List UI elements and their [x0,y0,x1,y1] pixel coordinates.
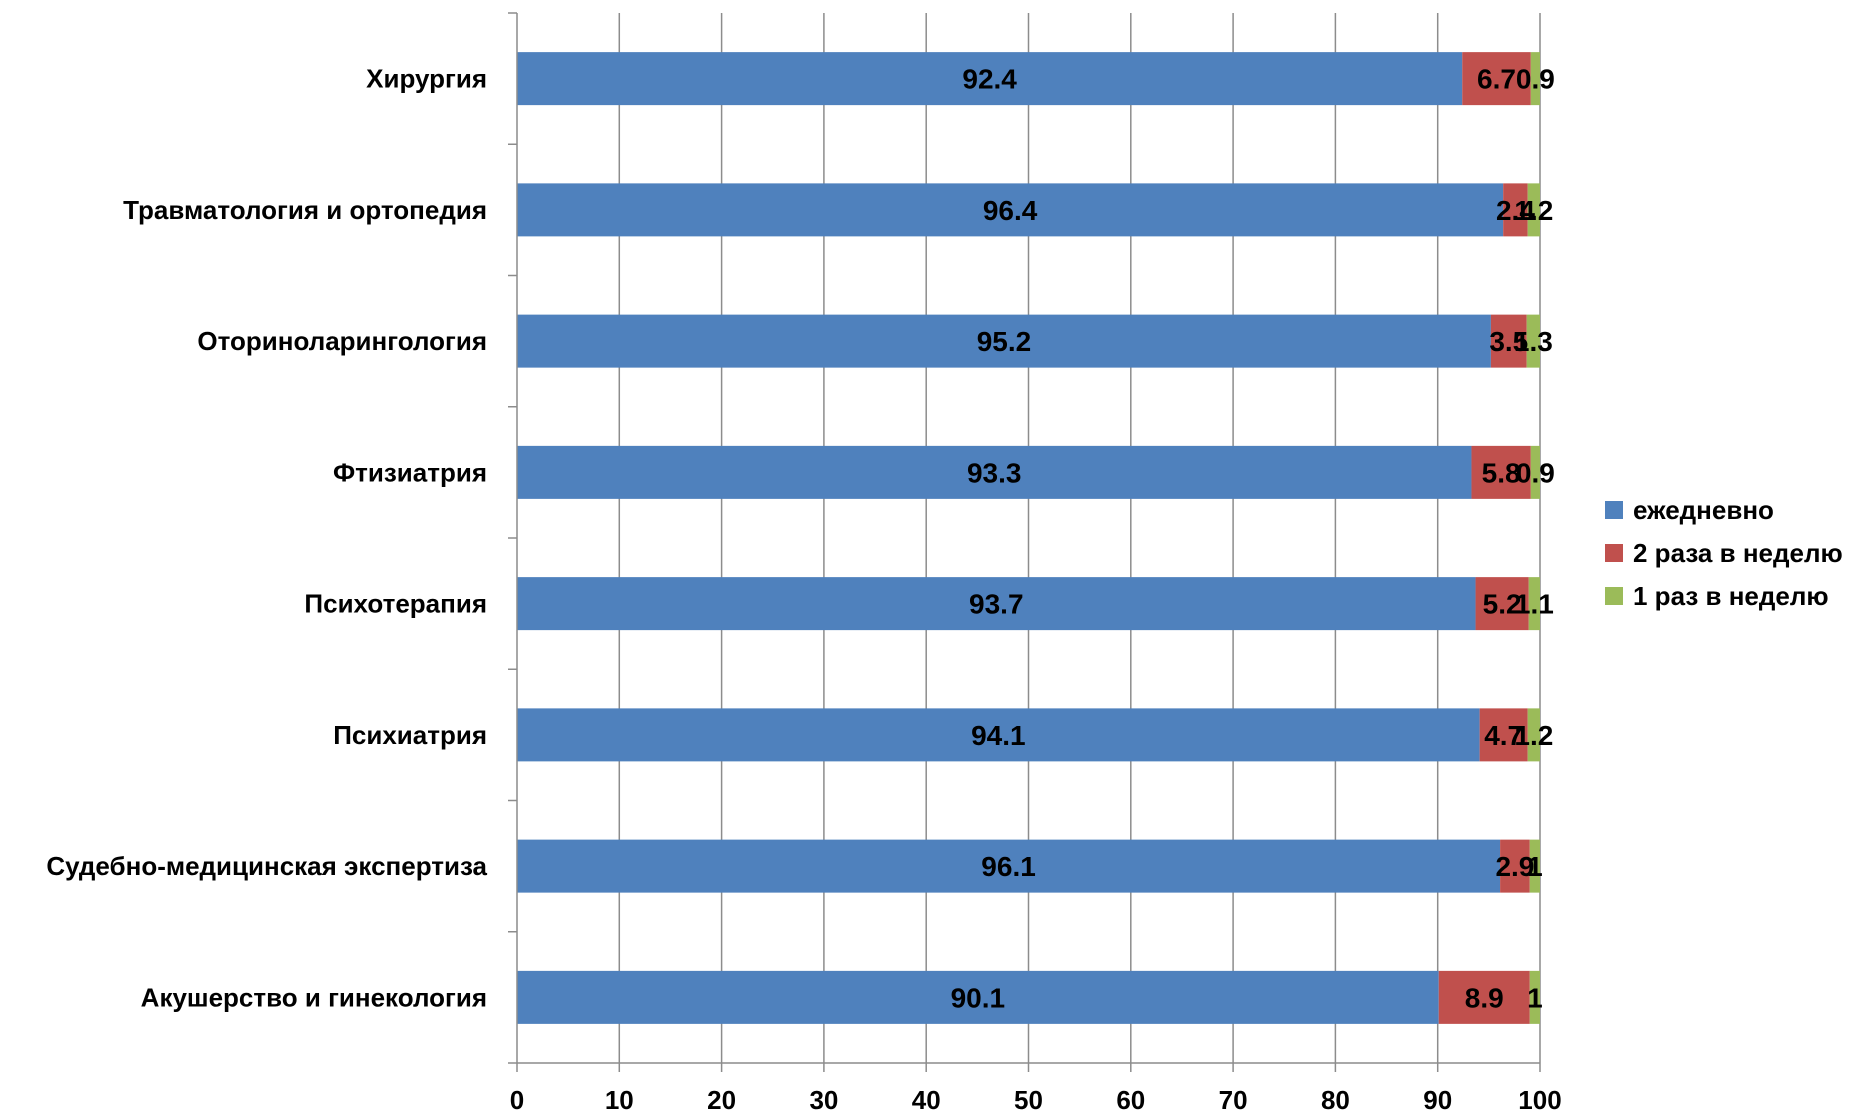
category-label: Травматология и ортопедия [123,195,487,225]
data-label-series-0: 93.7 [969,589,1024,620]
bar-segment-series-1 [1462,52,1531,106]
category-label: Оториноларингология [197,326,487,356]
legend-swatch-series-2 [1605,587,1623,605]
data-label-series-2: 1.3 [1514,326,1553,357]
bar-segment-series-2 [1529,970,1540,1024]
data-label-series-2: 1 [1527,982,1543,1013]
x-tick-label-30: 30 [809,1085,838,1115]
x-tick-label-60: 60 [1116,1085,1145,1115]
category-label: Хирургия [366,64,487,94]
bar-segment-series-2 [1529,839,1540,893]
legend-label-series-1: 2 раза в неделю [1633,538,1843,568]
data-label-series-2: 0.9 [1516,457,1555,488]
data-label-series-1: 2.9 [1495,851,1534,882]
axes: 0 10 20 30 40 50 60 70 80 90 100 [508,12,1562,1115]
bar-segment-series-0 [517,445,1472,499]
data-label-series-0: 92.4 [962,64,1017,95]
legend-label-series-2: 1 раз в неделю [1633,581,1829,611]
category-label: Фтизиатрия [333,457,487,487]
category-label: Психиатрия [333,720,487,750]
data-label-series-2: 1.1 [1515,589,1554,620]
bar-segment-series-0 [517,577,1476,631]
x-tick-label-80: 80 [1321,1085,1350,1115]
x-tick-label-10: 10 [605,1085,634,1115]
data-label-series-1: 6.7 [1477,64,1516,95]
data-label-series-2: 1.2 [1514,195,1553,226]
category-label: Акушерство и гинекология [141,982,487,1012]
bar-segment-series-0 [517,52,1463,106]
data-label-series-1: 8.9 [1465,982,1504,1013]
x-tick-label-40: 40 [912,1085,941,1115]
bar-segment-series-1 [1479,708,1528,762]
bar-segment-series-0 [517,839,1501,893]
bars-group [517,52,1540,1024]
category-label: Психотерапия [304,589,487,619]
legend-swatch-series-0 [1605,501,1623,519]
data-label-series-1: 2.4 [1496,195,1535,226]
bar-segment-series-1 [1471,445,1531,499]
data-label-series-2: 0.9 [1516,64,1555,95]
bar-segment-series-2 [1527,183,1540,237]
data-label-series-1: 3.5 [1489,326,1528,357]
x-tick-label-20: 20 [707,1085,736,1115]
data-label-series-0: 96.1 [981,851,1036,882]
bar-segment-series-2 [1530,52,1540,106]
bar-segment-series-1 [1475,577,1529,631]
bar-segment-series-2 [1527,708,1540,762]
bar-segment-series-2 [1530,445,1540,499]
data-label-series-1: 5.8 [1482,457,1521,488]
category-label: Судебно-медицинская экспертиза [46,851,487,881]
bar-segment-series-0 [517,314,1491,368]
data-label-series-1: 4.7 [1484,720,1523,751]
x-tick-label-90: 90 [1423,1085,1452,1115]
data-label-series-0: 93.3 [967,457,1022,488]
x-tick-label-0: 0 [510,1085,524,1115]
bar-segment-series-2 [1526,314,1540,368]
legend-swatch-series-1 [1605,544,1623,562]
data-label-series-0: 96.4 [983,195,1038,226]
data-label-series-0: 94.1 [971,720,1026,751]
bar-segment-series-0 [517,708,1480,762]
bar-segment-series-1 [1503,183,1528,237]
x-tick-label-50: 50 [1014,1085,1043,1115]
bar-segment-series-0 [517,183,1504,237]
bar-segment-series-1 [1500,839,1530,893]
data-label-series-0: 90.1 [951,982,1006,1013]
data-label-series-0: 95.2 [977,326,1032,357]
bar-segment-series-0 [517,970,1439,1024]
gridlines [618,13,1541,1063]
bar-segment-series-1 [1490,314,1527,368]
data-label-series-1: 5.2 [1483,589,1522,620]
data-label-series-2: 1 [1527,851,1543,882]
legend-label-series-0: ежедневно [1633,495,1774,525]
data-label-series-2: 1.2 [1514,720,1553,751]
legend: ежедневно 2 раза в неделю 1 раз в неделю [1605,495,1843,611]
x-tick-label-100: 100 [1518,1085,1561,1115]
bar-segment-series-2 [1528,577,1540,631]
bar-segment-series-1 [1438,970,1530,1024]
x-tick-label-70: 70 [1219,1085,1248,1115]
